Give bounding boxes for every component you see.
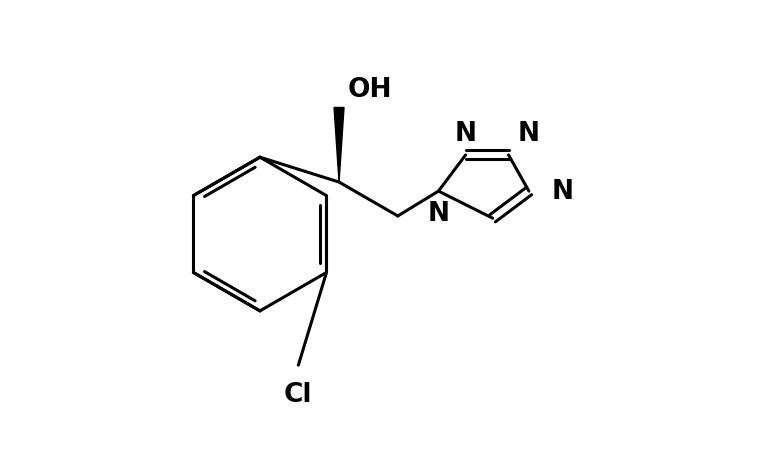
Text: N: N bbox=[427, 201, 449, 227]
Polygon shape bbox=[334, 108, 344, 183]
Text: Cl: Cl bbox=[284, 381, 312, 407]
Text: N: N bbox=[518, 120, 540, 147]
Text: N: N bbox=[455, 120, 477, 147]
Text: N: N bbox=[551, 179, 574, 205]
Text: OH: OH bbox=[348, 77, 393, 103]
